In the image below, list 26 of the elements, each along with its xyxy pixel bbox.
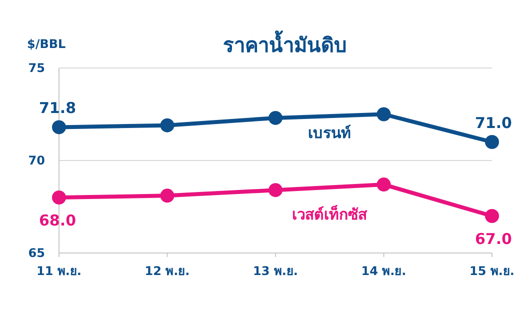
x-tick-label: 15 พ.ย. xyxy=(470,264,514,278)
data-label: 71.0 xyxy=(474,114,512,132)
x-tick-label: 14 พ.ย. xyxy=(361,264,406,278)
x-tick-label: 12 พ.ย. xyxy=(144,264,190,278)
y-axis-title: $/BBL xyxy=(27,37,66,51)
y-tick-label: 65 xyxy=(28,246,45,260)
point xyxy=(376,178,391,192)
data-label: 67.0 xyxy=(474,230,512,248)
series-label: เบรนท์ xyxy=(308,124,352,142)
series-label: เวสต์เท็กซัส xyxy=(292,204,368,224)
x-tick-label: 13 พ.ย. xyxy=(253,264,298,278)
y-tick-label: 70 xyxy=(28,154,45,168)
y-tick-label: 75 xyxy=(28,61,45,75)
point xyxy=(52,120,66,134)
point xyxy=(268,183,282,198)
point xyxy=(376,107,391,122)
data-label: 68.0 xyxy=(39,212,76,230)
point xyxy=(485,135,499,149)
point xyxy=(485,209,499,223)
x-tick-label: 11 พ.ย. xyxy=(36,264,82,278)
chart-title: ราคาน้ำมันดิบ xyxy=(223,30,347,57)
point xyxy=(268,110,282,125)
point xyxy=(160,118,174,132)
point xyxy=(160,188,174,203)
point xyxy=(52,190,66,204)
data-label: 71.8 xyxy=(39,99,76,118)
